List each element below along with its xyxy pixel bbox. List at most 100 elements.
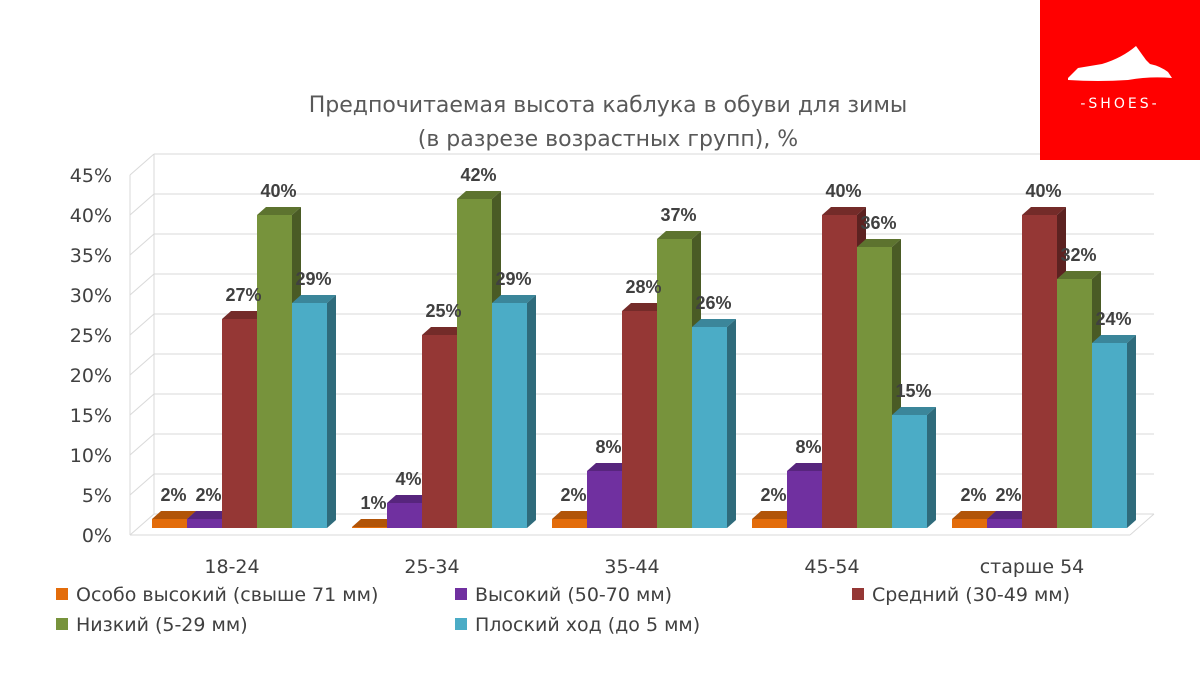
bar-front — [292, 303, 327, 528]
y-tick-label: 5% — [82, 485, 112, 507]
legend-item: Плоский ход (до 5 мм) — [455, 614, 700, 636]
chart-title-line: (в разрезе возрастных групп), % — [418, 127, 798, 152]
bar-top — [457, 191, 501, 199]
data-label: 2% — [195, 485, 221, 505]
category-label: 25-34 — [404, 556, 459, 578]
bar-front — [257, 215, 292, 528]
legend-label: Плоский ход (до 5 мм) — [475, 614, 700, 636]
legend-swatch — [455, 618, 467, 630]
bar-front — [457, 199, 492, 528]
bar-top — [692, 319, 736, 327]
data-label: 40% — [260, 181, 296, 201]
floor-right-edge — [1129, 513, 1155, 536]
chart-bars — [152, 191, 1136, 528]
y-tick-label: 10% — [70, 445, 112, 467]
data-label: 2% — [960, 485, 986, 505]
bar-top — [752, 511, 796, 519]
bar-front — [352, 527, 387, 528]
y-tick-label: 30% — [70, 285, 112, 307]
data-label: 32% — [1060, 245, 1096, 265]
bar-side — [1127, 335, 1136, 528]
data-label: 29% — [295, 269, 331, 289]
gridline-side — [129, 433, 155, 456]
bar-top — [822, 207, 866, 215]
logo-text: -SHOES- — [1080, 96, 1159, 112]
bar-top — [292, 295, 336, 303]
gridline-side — [129, 153, 155, 176]
legend-label: Низкий (5-29 мм) — [76, 614, 248, 636]
data-label: 26% — [695, 293, 731, 313]
data-label: 4% — [395, 469, 421, 489]
bar-side — [527, 295, 536, 528]
bar-front — [787, 471, 822, 528]
bar-front — [952, 519, 987, 528]
data-label: 8% — [595, 437, 621, 457]
category-label: 35-44 — [604, 556, 659, 578]
y-tick-label: 40% — [70, 205, 112, 227]
bar-front — [987, 519, 1022, 528]
bar-top — [987, 511, 1031, 519]
legend-label: Средний (30-49 мм) — [872, 584, 1070, 606]
bar-front — [1057, 279, 1092, 528]
x-axis-categories: 18-24 25-34 35-44 45-54 старше 54 — [204, 556, 1084, 578]
gridline-side — [129, 233, 155, 256]
bar-top — [892, 407, 936, 415]
bar-top — [492, 295, 536, 303]
bar-front — [552, 519, 587, 528]
data-labels: 2% 2% 27% 40% 29% 1% 4% 25% 42% 29% 2% 8% 28% 37% 26% 2… — [160, 165, 1131, 513]
bar-top — [952, 511, 996, 519]
data-label: 40% — [1025, 181, 1061, 201]
bar-top — [222, 311, 266, 319]
data-label: 36% — [860, 213, 896, 233]
bar-top — [657, 231, 701, 239]
chart-legend: Особо высокий (свыше 71 мм) Высокий (50-7… — [56, 584, 1070, 636]
legend-item: Средний (30-49 мм) — [852, 584, 1070, 606]
bar-side — [727, 319, 736, 528]
y-tick-label: 15% — [70, 405, 112, 427]
bar-front — [622, 311, 657, 528]
bar-top — [857, 239, 901, 247]
bar-top — [1022, 207, 1066, 215]
legend-label: Особо высокий (свыше 71 мм) — [76, 584, 378, 606]
y-tick-label: 25% — [70, 325, 112, 347]
bar-front — [422, 335, 457, 528]
bar — [692, 319, 736, 528]
bar-front — [892, 415, 927, 528]
bar-front — [187, 519, 222, 528]
bar-front — [387, 503, 422, 528]
legend-swatch — [56, 588, 68, 600]
brand-logo: -SHOES- — [1040, 0, 1200, 160]
data-label: 15% — [895, 381, 931, 401]
gridline-side — [129, 393, 155, 416]
data-label: 2% — [995, 485, 1021, 505]
bar-top — [552, 511, 596, 519]
data-label: 29% — [495, 269, 531, 289]
bar-front — [587, 471, 622, 528]
bar-front — [152, 519, 187, 528]
bar-top — [152, 511, 196, 519]
data-label: 2% — [560, 485, 586, 505]
category-label: старше 54 — [980, 556, 1085, 578]
data-label: 2% — [760, 485, 786, 505]
data-label: 37% — [660, 205, 696, 225]
bar-front — [222, 319, 257, 528]
y-tick-label: 35% — [70, 245, 112, 267]
bar-top — [787, 463, 831, 471]
bar-front — [857, 247, 892, 528]
data-label: 25% — [425, 301, 461, 321]
bar-top — [187, 511, 231, 519]
bar-top — [622, 303, 666, 311]
bar-side — [327, 295, 336, 528]
bar-top — [1092, 335, 1136, 343]
gridline-side — [129, 513, 155, 536]
gridline-side — [129, 353, 155, 376]
data-label: 28% — [625, 277, 661, 297]
y-axis-ticks: 0% 5% 10% 15% 20% 25% 30% 35% 40% 45% — [70, 165, 112, 547]
y-tick-label: 45% — [70, 165, 112, 187]
category-label: 45-54 — [804, 556, 859, 578]
data-label: 8% — [795, 437, 821, 457]
bar — [892, 407, 936, 528]
shoe-icon — [1068, 46, 1172, 81]
legend-swatch — [455, 588, 467, 600]
bar-front — [752, 519, 787, 528]
